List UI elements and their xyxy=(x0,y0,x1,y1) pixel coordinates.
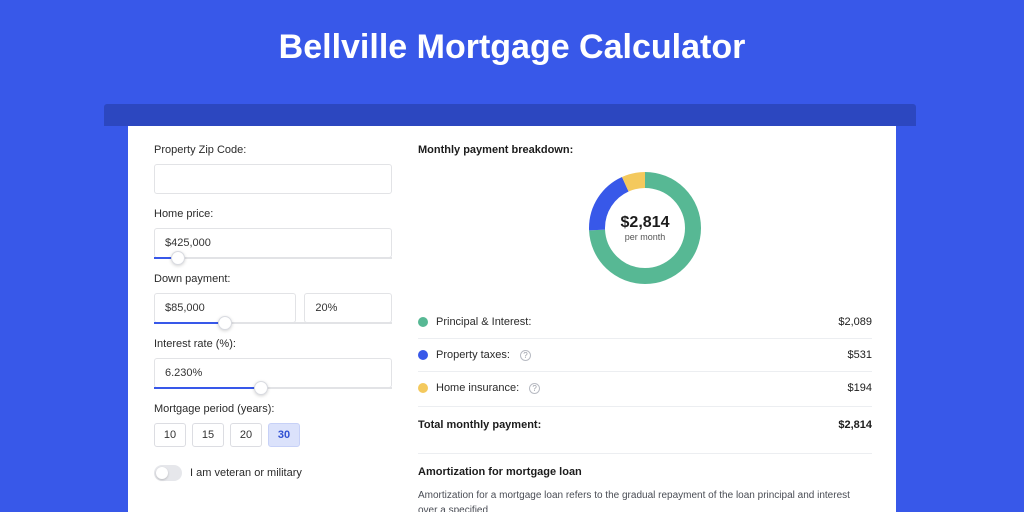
down-payment-block: Down payment: xyxy=(154,273,392,324)
home-price-slider[interactable] xyxy=(154,257,392,259)
down-payment-pct-input[interactable] xyxy=(304,293,392,323)
legend-left: Property taxes:? xyxy=(418,349,531,361)
zip-input[interactable] xyxy=(154,164,392,194)
legend-row: Property taxes:? $531 xyxy=(418,339,872,372)
amortization-body: Amortization for a mortgage loan refers … xyxy=(418,488,872,512)
donut-center: $2,814 per month xyxy=(585,168,705,288)
info-icon[interactable]: ? xyxy=(520,350,531,361)
page-background: Bellville Mortgage Calculator Property Z… xyxy=(0,0,1024,512)
period-option-10[interactable]: 10 xyxy=(154,423,186,447)
payment-donut: $2,814 per month xyxy=(585,168,705,288)
divider xyxy=(418,453,872,454)
legend-value: $2,089 xyxy=(838,316,872,328)
zip-label: Property Zip Code: xyxy=(154,144,392,156)
veteran-row: I am veteran or military xyxy=(154,465,392,481)
home-price-slider-thumb[interactable] xyxy=(171,251,185,265)
legend-dot xyxy=(418,383,428,393)
period-option-20[interactable]: 20 xyxy=(230,423,262,447)
down-payment-slider-thumb[interactable] xyxy=(218,316,232,330)
donut-center-sub: per month xyxy=(625,232,666,242)
down-payment-slider[interactable] xyxy=(154,322,392,324)
card-shadow xyxy=(104,104,916,126)
home-price-input[interactable] xyxy=(154,228,392,258)
legend-label: Home insurance: xyxy=(436,382,519,394)
legend-value: $194 xyxy=(848,382,872,394)
breakdown-panel: Monthly payment breakdown: $2,814 per mo… xyxy=(418,144,872,512)
legend-label: Principal & Interest: xyxy=(436,316,531,328)
period-options: 10152030 xyxy=(154,423,392,447)
home-price-block: Home price: xyxy=(154,208,392,259)
period-option-15[interactable]: 15 xyxy=(192,423,224,447)
calculator-card: Property Zip Code: Home price: Down paym… xyxy=(128,126,896,512)
down-payment-label: Down payment: xyxy=(154,273,392,285)
period-label: Mortgage period (years): xyxy=(154,403,392,415)
info-icon[interactable]: ? xyxy=(529,383,540,394)
zip-field-block: Property Zip Code: xyxy=(154,144,392,194)
total-value: $2,814 xyxy=(838,419,872,431)
legend: Principal & Interest: $2,089 Property taxe… xyxy=(418,306,872,404)
interest-rate-slider[interactable] xyxy=(154,387,392,389)
legend-row: Home insurance:? $194 xyxy=(418,372,872,404)
interest-rate-block: Interest rate (%): xyxy=(154,338,392,389)
veteran-label: I am veteran or military xyxy=(190,467,302,479)
page-title: Bellville Mortgage Calculator xyxy=(0,0,1024,67)
interest-rate-input[interactable] xyxy=(154,358,392,388)
interest-rate-slider-thumb[interactable] xyxy=(254,381,268,395)
legend-label: Property taxes: xyxy=(436,349,510,361)
total-row: Total monthly payment: $2,814 xyxy=(418,406,872,447)
legend-left: Home insurance:? xyxy=(418,382,540,394)
total-label: Total monthly payment: xyxy=(418,419,541,431)
interest-rate-label: Interest rate (%): xyxy=(154,338,392,350)
period-option-30[interactable]: 30 xyxy=(268,423,300,447)
donut-center-value: $2,814 xyxy=(621,214,670,232)
period-block: Mortgage period (years): 10152030 xyxy=(154,403,392,447)
donut-container: $2,814 per month xyxy=(418,168,872,288)
amortization-title: Amortization for mortgage loan xyxy=(418,466,872,478)
legend-dot xyxy=(418,317,428,327)
legend-row: Principal & Interest: $2,089 xyxy=(418,306,872,339)
legend-dot xyxy=(418,350,428,360)
veteran-toggle[interactable] xyxy=(154,465,182,481)
legend-left: Principal & Interest: xyxy=(418,316,531,328)
home-price-label: Home price: xyxy=(154,208,392,220)
legend-value: $531 xyxy=(848,349,872,361)
breakdown-title: Monthly payment breakdown: xyxy=(418,144,872,156)
form-panel: Property Zip Code: Home price: Down paym… xyxy=(154,144,392,481)
